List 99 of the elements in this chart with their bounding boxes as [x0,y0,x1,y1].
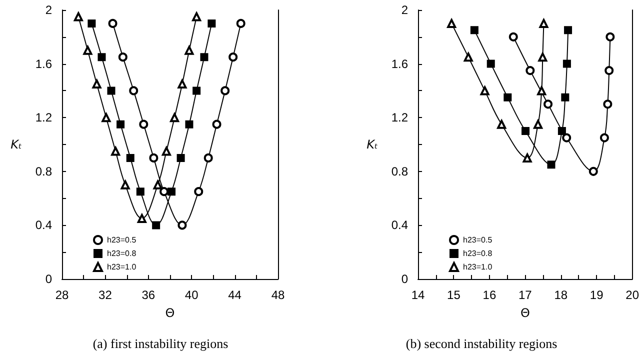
point [129,86,138,96]
x-axis-title: Θ [520,306,530,320]
point [98,53,106,62]
point [537,86,546,96]
point [126,154,134,162]
x-tick-label: 20 [626,288,640,302]
legend-label: h23=0.8 [463,249,493,258]
y-tick-label: 0 [45,272,52,286]
y-tick-label: 0 [401,272,408,286]
y-tick-label: 1.6 [35,56,52,71]
point [534,120,543,129]
point [604,66,614,76]
x-tick-label: 18 [554,288,568,302]
point [544,100,553,109]
point [588,166,598,176]
point [92,79,102,88]
point [504,93,512,102]
y-tick-label: 0.8 [391,164,408,178]
x-axis-title: Θ [165,306,175,320]
point [118,52,128,62]
y-tick-label: 2 [401,3,408,17]
point [192,12,202,22]
y-axis-title: Kₜ [366,138,378,152]
point [204,153,213,162]
x-tick-label: 44 [228,288,242,302]
point [228,52,238,62]
y-tick-label: 0.4 [391,218,408,232]
point [176,154,185,162]
point [152,221,160,230]
point [200,53,208,62]
x-tick-label: 14 [411,288,425,302]
y-tick-label: 1.2 [391,110,408,125]
point [538,52,548,62]
point [194,187,204,196]
x-tick-label: 40 [184,288,199,302]
point [447,18,456,28]
point [526,66,535,76]
point [508,32,518,42]
point [139,120,148,129]
text: (b) second instability regions [406,336,558,351]
legend-label: h23=1.0 [107,262,137,272]
x-tick-label: 48 [271,288,285,302]
point [168,188,176,196]
legend-label: h23=0.8 [107,249,137,258]
point [184,46,194,55]
point [208,19,216,28]
x-tick-label: 15 [447,288,461,302]
point [137,214,146,223]
point [178,220,187,230]
y-tick-label: 1.6 [391,56,408,71]
point [220,86,230,96]
point [522,153,532,162]
point [600,133,609,142]
y-tick-label: 0.8 [35,164,52,178]
x-tick-label: 36 [142,288,156,302]
point [149,153,158,162]
point [162,146,171,156]
y-tick-label: 0.4 [35,218,52,232]
point [480,86,490,96]
point [212,120,222,129]
point [192,86,201,95]
y-tick-label: 2 [45,3,52,17]
point [88,19,96,28]
y-axis-title: Kₜ [10,138,22,152]
point [236,18,246,28]
point [178,79,187,88]
point [558,127,566,136]
text: (a) first instability regions [92,336,228,351]
point [486,60,495,68]
x-tick-label: 28 [55,288,69,302]
point [603,100,612,109]
point [562,133,572,142]
legend-label: h23=0.5 [463,236,493,244]
x-tick-label: 19 [590,288,604,302]
point [606,32,615,42]
point [120,180,130,190]
point [111,146,120,156]
x-tick-label: 16 [482,288,496,302]
point [107,86,116,95]
x-tick-label: 32 [98,288,112,302]
point [153,180,162,190]
point [497,120,506,129]
point [547,160,556,169]
y-tick-label: 1.2 [35,110,52,125]
point [522,127,530,136]
point [562,60,571,68]
point [116,120,125,128]
point [539,18,548,28]
point [470,26,478,34]
legend-label: h23=0.5 [107,236,137,244]
point [108,18,118,28]
legend-label: h23=1.0 [463,262,493,272]
point [136,188,144,196]
point [83,46,92,55]
point [185,120,194,128]
point [564,26,572,34]
point [561,93,570,102]
point [74,12,83,22]
x-tick-label: 17 [518,288,532,302]
